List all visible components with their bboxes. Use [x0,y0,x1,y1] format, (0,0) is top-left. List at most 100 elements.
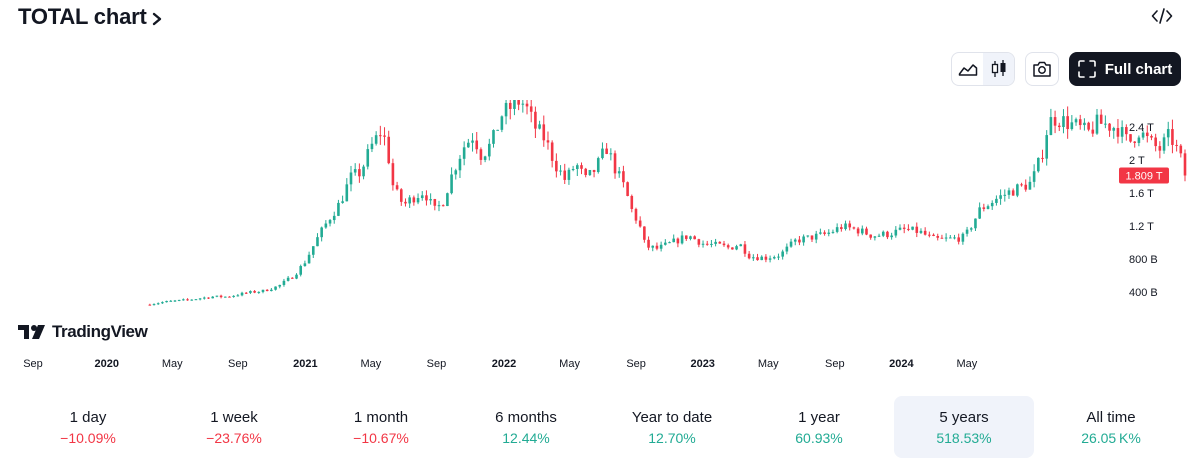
period-performance-tabs: 1 day −10.09% 1 week −23.76% 1 month −10.67% 6… [0,396,1200,458]
candle-body [886,231,889,238]
candle-body [320,227,323,238]
chart-style-switch [951,52,1015,86]
period-tab[interactable]: 1 month −10.67% [311,396,451,458]
candle-body [601,148,604,159]
candle-body [555,160,558,172]
candle-body [219,295,223,298]
candle-body [881,231,885,236]
candle-body [395,185,399,190]
candle-body [337,202,340,216]
candle-body [387,136,391,164]
candle-body [244,292,248,294]
candle-body [559,170,562,172]
candle-body [957,237,960,242]
period-tab-label: Year to date [631,408,713,426]
candle-body [341,201,344,203]
candle-body [529,106,533,112]
candle-body [1087,122,1090,130]
candle-body [1028,181,1032,190]
candle-body [806,235,810,237]
candle-body [1016,184,1019,196]
candle-body [203,297,206,299]
period-tab[interactable]: All time 26.05 K% [1041,396,1181,458]
x-tick-label: May [361,358,382,370]
tradingview-logo-icon [18,325,45,339]
tradingview-logo[interactable]: TradingView [18,322,148,342]
x-tick-label: May [162,358,183,370]
candle-body [928,234,931,236]
x-tick-label: 2021 [293,358,317,370]
candle-body [1137,137,1141,143]
candle-body [1162,137,1166,151]
candle-body [257,291,261,293]
candle-body [643,226,646,240]
area-chart-button[interactable] [952,53,983,85]
candle-body [366,149,370,167]
candle-body [391,163,395,186]
candle-body [907,228,910,230]
candle-body [923,230,927,235]
full-chart-button[interactable]: Full chart [1069,52,1181,86]
period-tab[interactable]: 6 months 12.44% [456,396,596,458]
period-tab-label: 1 day [69,408,107,426]
candle-body [362,166,365,177]
x-tick-label: 2023 [690,358,714,370]
y-tick-label: 400 B [1129,287,1158,299]
candle-body [835,227,839,232]
embed-code-button[interactable] [1150,4,1174,28]
logo-text: TradingView [52,322,148,341]
candle-body [768,258,772,260]
candle-body [467,142,470,148]
period-tab[interactable]: 5 years 518.53% [894,396,1034,458]
candle-body [898,227,902,230]
candle-body [747,253,751,259]
candle-body [538,124,541,129]
period-tab[interactable]: Year to date 12.70% [602,396,742,458]
candle-body [207,297,210,299]
chart-title-link[interactable]: TOTAL chart [18,4,163,30]
x-tick-label: Sep [626,358,646,370]
candle-body [940,237,944,239]
candle-body [672,238,676,243]
candle-body [236,295,240,297]
candle-body [1133,141,1137,143]
full-chart-label: Full chart [1104,60,1173,78]
candles-chart-button[interactable] [983,53,1014,85]
candle-body [622,171,625,183]
candle-body [1112,128,1116,131]
candle-body [161,302,164,304]
candle-body [1099,114,1103,124]
candle-body [211,296,214,299]
x-tick-label: May [559,358,580,370]
candle-body [173,300,177,302]
candle-body [148,304,152,306]
candle-body [1049,117,1053,136]
candle-body [785,246,789,252]
candle-body [856,228,860,234]
candle-body [693,236,696,240]
candle-body [408,197,411,204]
candle-body [915,226,919,233]
period-tab[interactable]: 1 week −23.76% [164,396,304,458]
candle-body [513,100,516,109]
candle-body [261,289,265,292]
candle-body [760,256,764,261]
period-tab[interactable]: 1 day −10.09% [18,396,158,458]
candle-body [969,228,973,230]
candle-body [647,239,650,248]
period-tab-change: 12.70% [648,429,696,446]
candle-body [802,236,805,243]
candle-body [525,103,529,107]
x-tick-label: Sep [427,358,447,370]
candle-body [919,230,923,233]
candle-body [1145,132,1149,137]
candle-body [592,169,596,172]
candle-body [630,195,634,209]
candle-body [232,295,235,297]
snapshot-button[interactable] [1025,52,1059,86]
period-tab[interactable]: 1 year 60.93% [749,396,889,458]
price-chart[interactable]: 2.8 T 2.4 T 2 T 1.6 T 1.2 T 800 B 400 B Sep 202… [0,100,1200,380]
period-tab-change: −10.67% [353,429,409,446]
candle-body [680,235,684,244]
x-tick-label: 2024 [889,358,914,370]
